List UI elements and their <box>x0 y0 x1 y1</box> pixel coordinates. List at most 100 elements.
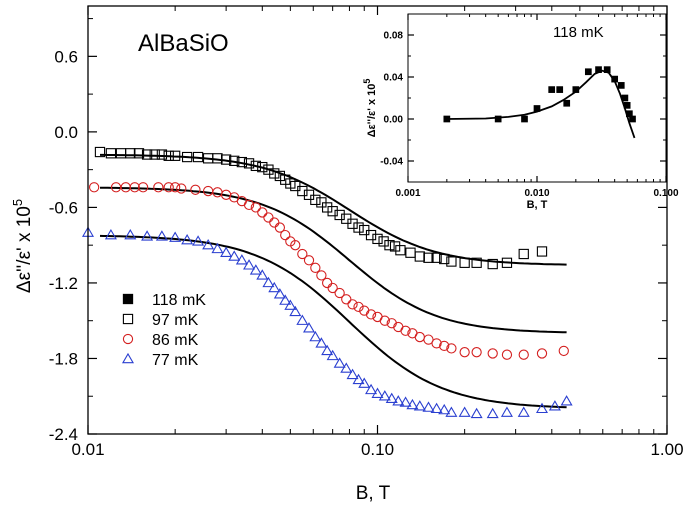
point-97-mk <box>405 247 416 258</box>
inset-point <box>584 68 592 76</box>
point-77-mk <box>256 269 269 280</box>
point-77-mk <box>321 344 334 356</box>
point-97-mk <box>384 240 395 251</box>
point-86-mk <box>137 182 149 193</box>
point-77-mk <box>378 390 391 401</box>
inset-title: 118 mK <box>553 24 604 41</box>
point-77-mk <box>371 387 384 398</box>
point-97-mk <box>133 148 145 159</box>
point-86-mk <box>263 212 274 223</box>
point-97-mk <box>297 185 308 197</box>
inset-x-tick-label: 0.100 <box>653 188 678 199</box>
main-fit-curves <box>99 153 567 409</box>
main-y-tick-label: -1.8 <box>49 349 78 368</box>
point-97-mk <box>163 150 174 161</box>
legend-label: 77 mK <box>152 352 199 369</box>
point-77-mk <box>228 250 241 261</box>
point-77-mk <box>315 337 328 348</box>
point-97-mk <box>149 149 160 160</box>
point-86-mk <box>274 222 286 233</box>
point-77-mk <box>181 233 194 245</box>
point-77-mk <box>438 403 451 415</box>
point-86-mk <box>518 349 529 360</box>
point-86-mk <box>471 347 482 358</box>
inset-point <box>603 66 611 73</box>
inset-point <box>572 86 580 93</box>
point-97-mk <box>321 202 333 213</box>
point-86-mk <box>423 334 434 345</box>
point-97-mk <box>395 245 406 256</box>
y-axis-label-exponent: 5 <box>10 199 25 206</box>
inset-x-tick-label: 0.010 <box>524 188 549 199</box>
main-x-tick-label: 0.01 <box>71 440 104 459</box>
point-97-mk <box>459 257 470 268</box>
x-axis-label: B, T <box>356 483 391 504</box>
inset-point <box>595 66 602 73</box>
point-97-mk <box>125 148 136 159</box>
point-86-mk <box>558 345 569 357</box>
point-97-mk <box>236 156 248 168</box>
point-97-mk <box>310 194 321 206</box>
point-86-mk <box>280 229 291 241</box>
point-77-mk <box>346 368 359 380</box>
main-x-tick-label: 0.10 <box>361 440 394 459</box>
legend-label: 118 mK <box>152 292 206 309</box>
inset-point <box>611 75 619 83</box>
point-97-mk <box>536 246 548 257</box>
point-97-mk <box>269 168 280 179</box>
point-77-mk <box>202 239 215 250</box>
main-axes: 0.01 0.10 1.00 0.6 0.0 -0.6 -1.2 -1.8 -2.4 <box>49 5 684 459</box>
point-86-mk <box>439 340 450 352</box>
point-86-mk <box>446 343 457 354</box>
inset-point <box>629 115 636 123</box>
point-97-mk <box>263 164 274 175</box>
inset-point <box>443 115 451 123</box>
point-77-mk <box>326 349 339 361</box>
point-77-mk <box>249 264 262 275</box>
inset-y-tick-label: 0.00 <box>384 115 404 126</box>
point-77-mk <box>273 288 286 299</box>
inset-point <box>623 102 631 109</box>
inset-point <box>621 94 629 102</box>
point-97-mk <box>192 151 204 163</box>
point-77-mk <box>141 230 154 241</box>
inset-y-tick-label: -0.04 <box>380 157 403 168</box>
point-86-mk <box>459 347 470 358</box>
point-86-mk <box>153 182 164 193</box>
point-86-mk <box>257 207 268 218</box>
point-77-mk <box>296 314 309 325</box>
legend-label: 97 mK <box>152 312 199 329</box>
point-97-mk <box>471 257 482 268</box>
inset-y-axis-label: Δε''/ε' x 105 <box>362 79 378 138</box>
main-y-tick-label: 0.0 <box>54 123 78 142</box>
point-97-mk <box>169 150 181 161</box>
point-77-mk <box>302 322 316 333</box>
point-77-mk <box>268 281 281 293</box>
fit-curve-2 <box>99 186 567 334</box>
point-77-mk <box>413 400 426 411</box>
point-77-mk <box>445 406 458 417</box>
point-77-mk <box>430 402 443 414</box>
point-97-mk <box>423 252 434 263</box>
point-86-mk <box>347 299 358 310</box>
legend-marker <box>122 313 134 325</box>
point-77-mk <box>220 246 233 257</box>
main-x-tick-label: 1.00 <box>650 440 683 459</box>
point-97-mk <box>518 248 529 260</box>
point-86-mk <box>341 294 352 305</box>
point-97-mk <box>115 148 127 159</box>
point-86-mk <box>163 182 174 193</box>
point-77-mk <box>155 230 168 241</box>
point-77-mk <box>560 395 573 406</box>
inset-y-tick-label: 0.04 <box>384 73 404 84</box>
point-97-mk <box>347 218 358 229</box>
point-86-mk <box>243 199 255 211</box>
point-86-mk <box>487 348 498 359</box>
inset-point <box>521 115 528 123</box>
point-97-mk <box>94 146 106 158</box>
point-77-mk <box>169 231 182 242</box>
point-86-mk <box>327 282 338 294</box>
inset-x-axis-label: B, T <box>527 199 548 211</box>
point-97-mk <box>229 155 240 166</box>
main-y-tick-label: 0.6 <box>54 47 78 66</box>
